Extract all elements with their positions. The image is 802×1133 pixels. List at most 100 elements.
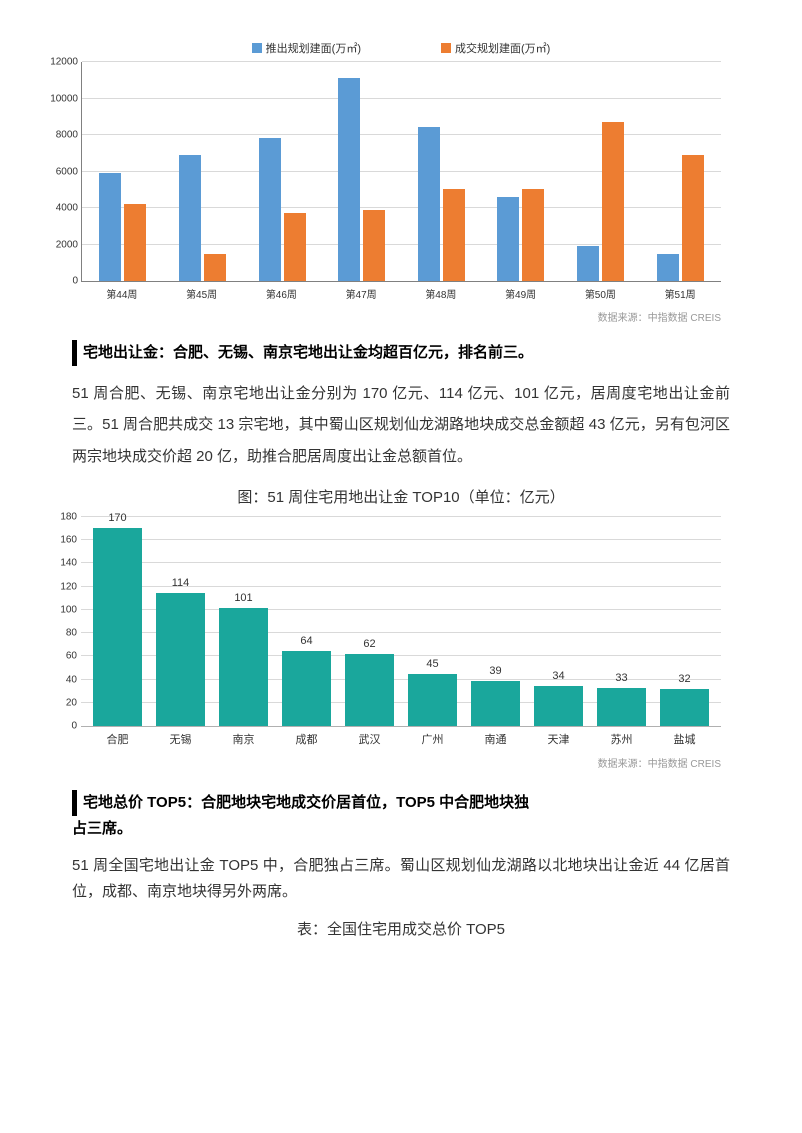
- chart1-bar-b: [284, 213, 306, 281]
- chart2-plot-area: 0204060801001201401601801701141016462453…: [81, 517, 721, 727]
- chart2-bar-column: 33: [597, 517, 646, 726]
- chart2-value-label: 101: [219, 592, 268, 604]
- chart1-x-label: 第46周: [247, 282, 317, 301]
- chart2-x-label: 盐城: [660, 731, 709, 747]
- chart2-y-label: 140: [53, 558, 77, 569]
- chart1-bar-a: [418, 127, 440, 281]
- chart1-bar-a: [497, 197, 519, 281]
- chart1-bar-b: [124, 204, 146, 281]
- top10-land-sales-chart: 0204060801001201401601801701141016462453…: [81, 517, 721, 770]
- chart2-x-label: 广州: [408, 731, 457, 747]
- chart1-bar-group: [327, 62, 397, 281]
- chart2-bar-column: 62: [345, 517, 394, 726]
- table-caption: 表：全国住宅用成交总价 TOP5: [72, 918, 730, 939]
- chart1-bar-b: [602, 122, 624, 282]
- chart1-bar-a: [657, 254, 679, 282]
- chart2-value-label: 170: [93, 512, 142, 524]
- chart1-bar-a: [179, 155, 201, 282]
- legend-swatch-a: [252, 43, 262, 53]
- legend-item-b: 成交规划建面(万㎡): [441, 40, 550, 56]
- chart2-x-label: 成都: [282, 731, 331, 747]
- chart2-value-label: 114: [156, 577, 205, 589]
- legend-item-a: 推出规划建面(万㎡): [252, 40, 361, 56]
- chart2-x-label: 武汉: [345, 731, 394, 747]
- chart1-bar-b: [363, 210, 385, 282]
- chart2-value-label: 64: [282, 635, 331, 647]
- chart1-bar-group: [168, 62, 238, 281]
- section1-body: 51 周合肥、无锡、南京宅地出让金分别为 170 亿元、114 亿元、101 亿…: [72, 378, 730, 473]
- chart1-y-label: 4000: [42, 203, 78, 214]
- chart2-bar: 32: [660, 689, 709, 726]
- chart2-value-label: 34: [534, 670, 583, 682]
- chart1-y-label: 12000: [42, 57, 78, 68]
- chart2-x-label: 无锡: [156, 731, 205, 747]
- chart2-value-label: 45: [408, 658, 457, 670]
- section1-heading: 宅地出让金：合肥、无锡、南京宅地出让金均超百亿元，排名前三。: [72, 340, 730, 366]
- chart2-bar-column: 34: [534, 517, 583, 726]
- chart2-bar: 45: [408, 674, 457, 727]
- chart2-y-label: 0: [53, 721, 77, 732]
- chart1-y-label: 6000: [42, 166, 78, 177]
- chart1-plot-area: 020004000600080001000012000: [81, 62, 721, 282]
- chart2-y-label: 160: [53, 535, 77, 546]
- chart1-x-label: 第47周: [326, 282, 396, 301]
- chart2-bar: 34: [534, 686, 583, 726]
- chart2-value-label: 32: [660, 673, 709, 685]
- chart2-source: 数据来源：中指数据 CREIS: [81, 755, 721, 770]
- chart2-x-label: 合肥: [93, 731, 142, 747]
- chart2-x-label: 南京: [219, 731, 268, 747]
- chart1-y-label: 0: [42, 276, 78, 287]
- chart2-x-label: 苏州: [597, 731, 646, 747]
- chart2-y-label: 60: [53, 651, 77, 662]
- legend-label-b: 成交规划建面(万㎡): [455, 40, 550, 56]
- chart2-bar: 170: [93, 528, 142, 726]
- chart2-bar-column: 64: [282, 517, 331, 726]
- chart1-bar-group: [88, 62, 158, 281]
- section2-heading-line1: 宅地总价 TOP5：合肥地块宅地成交价居首位，TOP5 中合肥地块独: [83, 794, 529, 811]
- chart2-bar-column: 114: [156, 517, 205, 726]
- chart2-bar-column: 101: [219, 517, 268, 726]
- chart2-bar-column: 170: [93, 517, 142, 726]
- chart2-bar: 101: [219, 608, 268, 726]
- chart2-y-label: 20: [53, 697, 77, 708]
- chart2-bar-column: 32: [660, 517, 709, 726]
- chart2-y-label: 120: [53, 581, 77, 592]
- chart1-bar-group: [247, 62, 317, 281]
- figure2-caption: 图：51 周住宅用地出让金 TOP10（单位：亿元）: [72, 486, 730, 507]
- chart1-bar-group: [566, 62, 636, 281]
- section2-heading-cont: 占三席。: [72, 816, 730, 842]
- chart1-y-label: 2000: [42, 239, 78, 250]
- chart2-y-label: 180: [53, 512, 77, 523]
- chart2-bar: 114: [156, 593, 205, 726]
- chart1-x-axis: 第44周第45周第46周第47周第48周第49周第50周第51周: [81, 282, 721, 301]
- chart1-x-label: 第49周: [486, 282, 556, 301]
- chart1-source: 数据来源：中指数据 CREIS: [81, 309, 721, 324]
- chart2-y-label: 80: [53, 628, 77, 639]
- chart1-y-label: 10000: [42, 93, 78, 104]
- chart2-bar-column: 45: [408, 517, 457, 726]
- chart1-bar-b: [522, 189, 544, 281]
- chart1-bar-group: [407, 62, 477, 281]
- chart1-x-label: 第50周: [566, 282, 636, 301]
- chart2-x-label: 南通: [471, 731, 520, 747]
- chart2-bar: 39: [471, 681, 520, 727]
- chart1-x-label: 第51周: [645, 282, 715, 301]
- chart2-x-axis: 合肥无锡南京成都武汉广州南通天津苏州盐城: [81, 727, 721, 747]
- chart1-y-label: 8000: [42, 130, 78, 141]
- chart1-bar-a: [99, 173, 121, 281]
- chart1-bar-b: [443, 189, 465, 281]
- chart1-bar-a: [259, 138, 281, 281]
- section2-body: 51 周全国宅地出让金 TOP5 中，合肥独占三席。蜀山区规划仙龙湖路以北地块出…: [72, 853, 730, 904]
- chart1-x-label: 第44周: [87, 282, 157, 301]
- chart-legend: 推出规划建面(万㎡) 成交规划建面(万㎡): [81, 40, 721, 56]
- chart2-bar: 64: [282, 651, 331, 726]
- chart2-bar: 33: [597, 688, 646, 727]
- chart1-bar-group: [486, 62, 556, 281]
- chart2-y-label: 100: [53, 604, 77, 615]
- chart1-bar-a: [338, 78, 360, 282]
- chart1-bar-a: [577, 246, 599, 281]
- chart2-bar: 62: [345, 654, 394, 726]
- chart1-x-label: 第48周: [406, 282, 476, 301]
- chart2-y-label: 40: [53, 674, 77, 685]
- legend-swatch-b: [441, 43, 451, 53]
